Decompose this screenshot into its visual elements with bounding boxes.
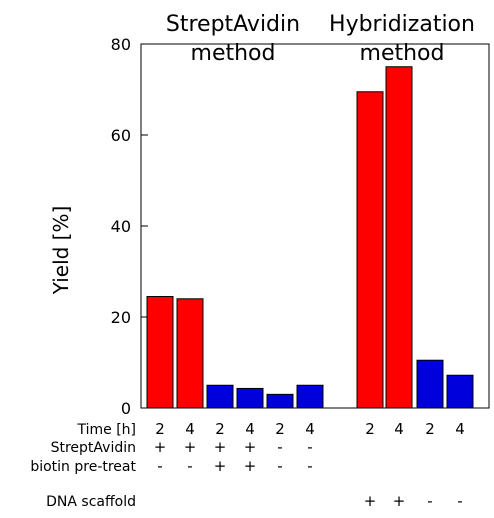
bar: [296, 384, 324, 409]
row-label-dna: DNA scaffold: [46, 494, 136, 510]
bars: [146, 66, 474, 409]
y-tick-label: 40: [111, 217, 131, 236]
condition-cell-biotin: +: [244, 457, 257, 475]
condition-cell-time: 2: [365, 420, 375, 438]
condition-cell-streptavidin: -: [307, 438, 312, 456]
y-tick-label: 80: [111, 35, 131, 54]
condition-cell-biotin: -: [277, 457, 282, 475]
condition-cell-time: 2: [155, 420, 165, 438]
bar: [416, 359, 444, 409]
condition-cell-time: 4: [394, 420, 404, 438]
group-title-2-line-2: method: [360, 41, 445, 66]
row-label-streptavidin: StreptAvidin: [51, 440, 136, 456]
condition-cell-dna: +: [393, 492, 406, 510]
bar: [176, 298, 204, 409]
bar: [446, 374, 474, 409]
y-tick-label: 60: [111, 126, 131, 145]
bar: [356, 91, 384, 409]
condition-cell-streptavidin: +: [154, 438, 167, 456]
condition-cell-streptavidin: +: [184, 438, 197, 456]
bar: [146, 296, 174, 409]
condition-cell-time: 4: [245, 420, 255, 438]
condition-cell-time: 2: [425, 420, 435, 438]
condition-cell-biotin: -: [307, 457, 312, 475]
condition-cell-time: 2: [275, 420, 285, 438]
group-title-1-line-1: StreptAvidin: [166, 12, 300, 37]
bar: [236, 387, 264, 409]
condition-table: 2+-4+-2++4++2--4--2+4+2-4-: [154, 420, 465, 510]
condition-cell-time: 4: [305, 420, 315, 438]
y-tick-label: 0: [121, 399, 131, 418]
condition-cell-dna: -: [457, 492, 462, 510]
bar: [385, 66, 413, 409]
condition-cell-time: 4: [455, 420, 465, 438]
y-axis-label: Yield [%]: [49, 206, 73, 296]
y-tick-label: 20: [111, 308, 131, 327]
group-title-1-line-2: method: [191, 41, 276, 66]
row-label-biotin: biotin pre-treat: [30, 459, 136, 475]
condition-cell-streptavidin: -: [277, 438, 282, 456]
condition-cell-biotin: -: [157, 457, 162, 475]
condition-cell-time: 2: [215, 420, 225, 438]
condition-cell-dna: -: [427, 492, 432, 510]
condition-cell-streptavidin: +: [214, 438, 227, 456]
bar: [206, 384, 234, 409]
condition-cell-biotin: -: [187, 457, 192, 475]
condition-cell-streptavidin: +: [244, 438, 257, 456]
y-axis: 0 20 40 60 80: [111, 35, 148, 418]
group-titles: StreptAvidin method Hybridization method: [166, 12, 475, 66]
condition-cell-time: 4: [185, 420, 195, 438]
group-title-2-line-1: Hybridization: [329, 12, 475, 37]
row-labels: Time [h] StreptAvidin biotin pre-treat D…: [30, 422, 136, 510]
bar: [266, 393, 294, 409]
condition-cell-biotin: +: [214, 457, 227, 475]
condition-cell-dna: +: [364, 492, 377, 510]
row-label-time: Time [h]: [76, 422, 136, 438]
